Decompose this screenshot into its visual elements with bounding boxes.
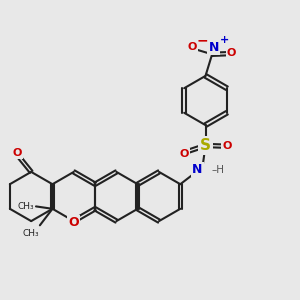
Text: O: O	[222, 141, 232, 151]
Text: CH₃: CH₃	[18, 202, 34, 211]
Text: –H: –H	[212, 165, 224, 175]
Text: +: +	[220, 35, 229, 45]
Text: O: O	[226, 47, 236, 58]
Text: O: O	[179, 149, 189, 159]
Text: CH₃: CH₃	[23, 230, 39, 238]
Text: S: S	[200, 138, 211, 153]
Text: N: N	[192, 163, 202, 176]
Text: O: O	[68, 216, 79, 229]
Text: −: −	[197, 33, 208, 47]
Text: O: O	[188, 42, 197, 52]
Text: N: N	[208, 41, 219, 54]
Text: O: O	[12, 148, 22, 158]
